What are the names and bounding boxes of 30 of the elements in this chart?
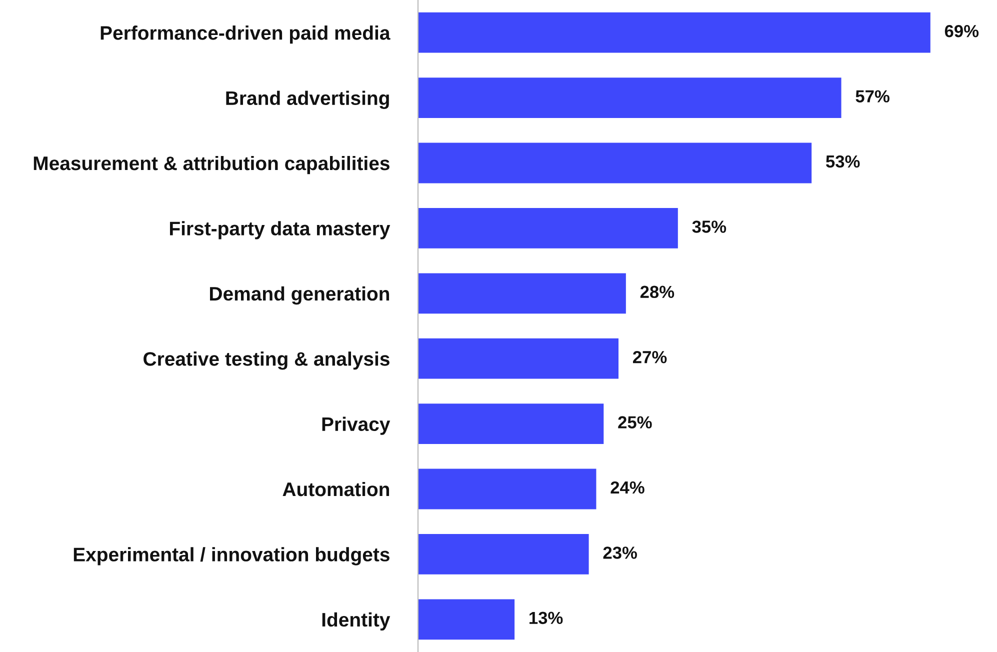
- y-tick-label: Performance-driven paid media: [100, 26, 390, 44]
- y-tick-label: Measurement & attribution capabilities: [34, 156, 390, 174]
- bar: [418, 208, 678, 248]
- y-tick-label: Automation: [282, 482, 390, 496]
- bar: [418, 599, 515, 640]
- bar: [418, 273, 626, 314]
- y-tick-label: Privacy: [322, 416, 390, 435]
- data-label: 35%: [692, 220, 726, 233]
- bar: [418, 142, 812, 184]
- data-label: 69%: [944, 24, 979, 38]
- y-tick-label: Experimental / innovation budgets: [74, 547, 390, 566]
- y-tick-label: Creative testing & analysis: [144, 352, 390, 370]
- data-label: 53%: [826, 155, 860, 168]
- y-tick-label: Brand advertising: [226, 90, 389, 109]
- bar: [418, 468, 596, 510]
- bar: [418, 12, 930, 53]
- data-label: 28%: [640, 286, 674, 298]
- y-tick-label: First-party data mastery: [170, 221, 390, 240]
- bar: [418, 404, 604, 444]
- y-tick-label: Demand generation: [210, 286, 390, 305]
- bar: [418, 78, 842, 118]
- data-label: 27%: [632, 350, 667, 364]
- data-label: 57%: [856, 90, 890, 102]
- y-tick-label: Identity: [322, 612, 390, 630]
- data-label: 13%: [530, 612, 563, 624]
- data-label: 23%: [603, 546, 637, 559]
- data-label: 25%: [618, 416, 652, 428]
- bar: [418, 338, 618, 379]
- bar: [418, 534, 589, 574]
- data-label: 24%: [610, 481, 644, 494]
